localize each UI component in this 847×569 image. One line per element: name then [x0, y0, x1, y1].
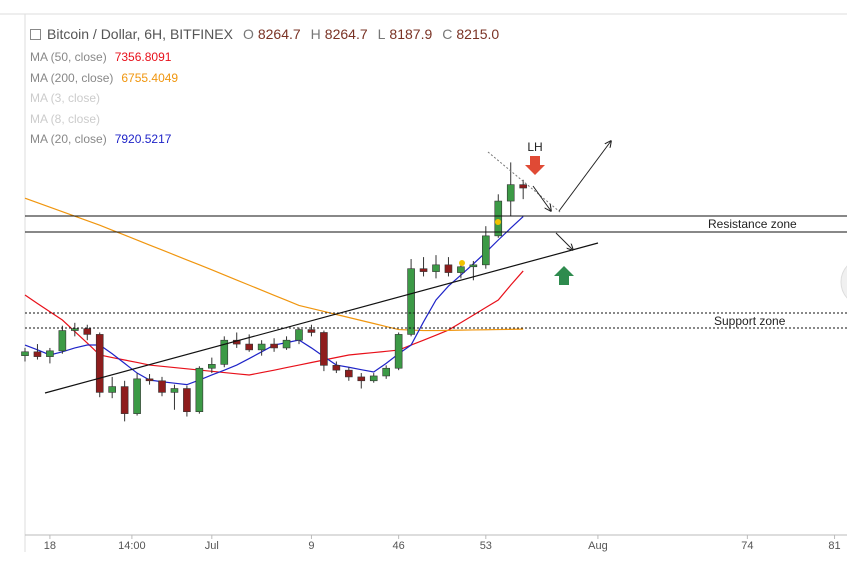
candle-body	[295, 329, 303, 341]
candle-body	[307, 329, 316, 333]
ohlc-key: O	[242, 26, 254, 42]
candle-body	[195, 367, 204, 413]
candle-body	[33, 351, 42, 357]
candle-body	[158, 380, 166, 393]
indicator-name: MA (3, close)	[30, 91, 101, 105]
ohlc-key: L	[377, 26, 386, 42]
ohlc-key: H	[310, 26, 321, 42]
candle-body	[332, 365, 341, 371]
x-tick-label: 74	[741, 540, 753, 552]
x-tick-label: 14:00	[118, 540, 146, 552]
candle-body	[183, 388, 191, 413]
candle-body	[58, 330, 67, 352]
candle-body	[95, 334, 104, 393]
up-arrow-icon	[554, 266, 574, 285]
symbol-title: Bitcoin / Dollar, 6H, BITFINEX	[47, 26, 233, 42]
candle-body	[108, 386, 116, 393]
candle-body	[320, 332, 328, 366]
candle-body	[382, 367, 390, 377]
trend-line	[44, 242, 599, 394]
x-tick-label: 81	[828, 540, 840, 552]
x-axis: 18 14:00 Jul 9 46 53 Aug 74 81	[44, 535, 841, 552]
arrow	[558, 141, 611, 212]
x-tick-label: 46	[393, 540, 405, 552]
candle-body	[369, 375, 378, 382]
ohlc-value: 8264.7	[324, 26, 368, 42]
candle-body	[145, 378, 154, 382]
candle-body	[220, 339, 229, 365]
marker-dot	[495, 219, 501, 225]
arrow	[555, 232, 573, 250]
candle-body	[71, 328, 79, 331]
indicator-value: 7920.5217	[114, 132, 172, 146]
annotation: LH	[527, 140, 542, 154]
marker-dot	[459, 260, 465, 266]
indicator-value: 7356.8091	[114, 50, 172, 64]
x-tick-label: 18	[44, 540, 56, 552]
x-tick-label: Aug	[588, 540, 608, 552]
collapse-icon[interactable]	[30, 28, 41, 40]
candle-body	[120, 386, 129, 414]
candle-body	[21, 351, 29, 356]
candle-body	[357, 376, 366, 382]
candle-body	[519, 184, 527, 189]
indicator-row: MA (50, close) 7356.8091	[30, 50, 178, 71]
indicator-legend: MA (50, close) 7356.8091 MA (200, close) 67…	[30, 50, 178, 153]
candle-body	[432, 264, 440, 272]
indicator-name: MA (8, close)	[30, 111, 101, 126]
x-tick-label: Jul	[205, 540, 219, 552]
indicator-name: MA (20, close)	[30, 132, 107, 146]
candle-body	[83, 328, 92, 335]
indicator-row: MA (200, close) 6755.4049	[30, 71, 178, 92]
indicator-row: MA (3, close)	[30, 91, 178, 112]
ma-line	[24, 270, 524, 376]
indicator-row: MA (20, close) 7920.5217	[30, 132, 178, 153]
down-arrow-icon	[525, 156, 545, 175]
scroll-button[interactable]	[840, 258, 847, 306]
candle-body	[494, 200, 503, 237]
ohlc-key: C	[442, 26, 453, 42]
candle-body	[133, 378, 141, 414]
indicator-name: MA (50, close)	[30, 50, 107, 64]
x-tick-label: 53	[480, 540, 492, 552]
arrow	[532, 185, 551, 211]
candle-body	[457, 266, 465, 273]
annotation: Support zone	[714, 314, 786, 328]
candle-body	[482, 235, 490, 266]
candle-body	[208, 364, 216, 369]
candle-body	[345, 369, 353, 378]
candle-body	[469, 264, 478, 268]
symbol-header: Bitcoin / Dollar, 6H, BITFINEX O 8264.7 H 8…	[30, 26, 499, 42]
ohlc-value: 8187.9	[389, 26, 433, 42]
annotation: Resistance zone	[708, 217, 797, 231]
candle-body	[444, 264, 453, 273]
ma-line	[24, 197, 524, 332]
ohlc-value: 8264.7	[257, 26, 301, 42]
candle-body	[419, 268, 428, 272]
candle-body	[394, 334, 403, 369]
candle-body	[257, 343, 266, 351]
candle-body	[506, 184, 515, 202]
indicator-row: MA (8, close)	[30, 112, 178, 133]
candle-body	[407, 268, 415, 335]
x-tick-label: 9	[308, 540, 314, 552]
indicator-name: MA (200, close)	[30, 70, 114, 85]
candle-body	[46, 350, 54, 357]
indicator-value: 6755.4049	[121, 70, 179, 85]
candle-body	[282, 339, 291, 349]
candle-body	[245, 343, 253, 351]
plot	[21, 162, 527, 422]
candle-body	[170, 388, 179, 393]
ohlc-value: 8215.0	[456, 26, 500, 42]
candle-body	[270, 343, 278, 349]
